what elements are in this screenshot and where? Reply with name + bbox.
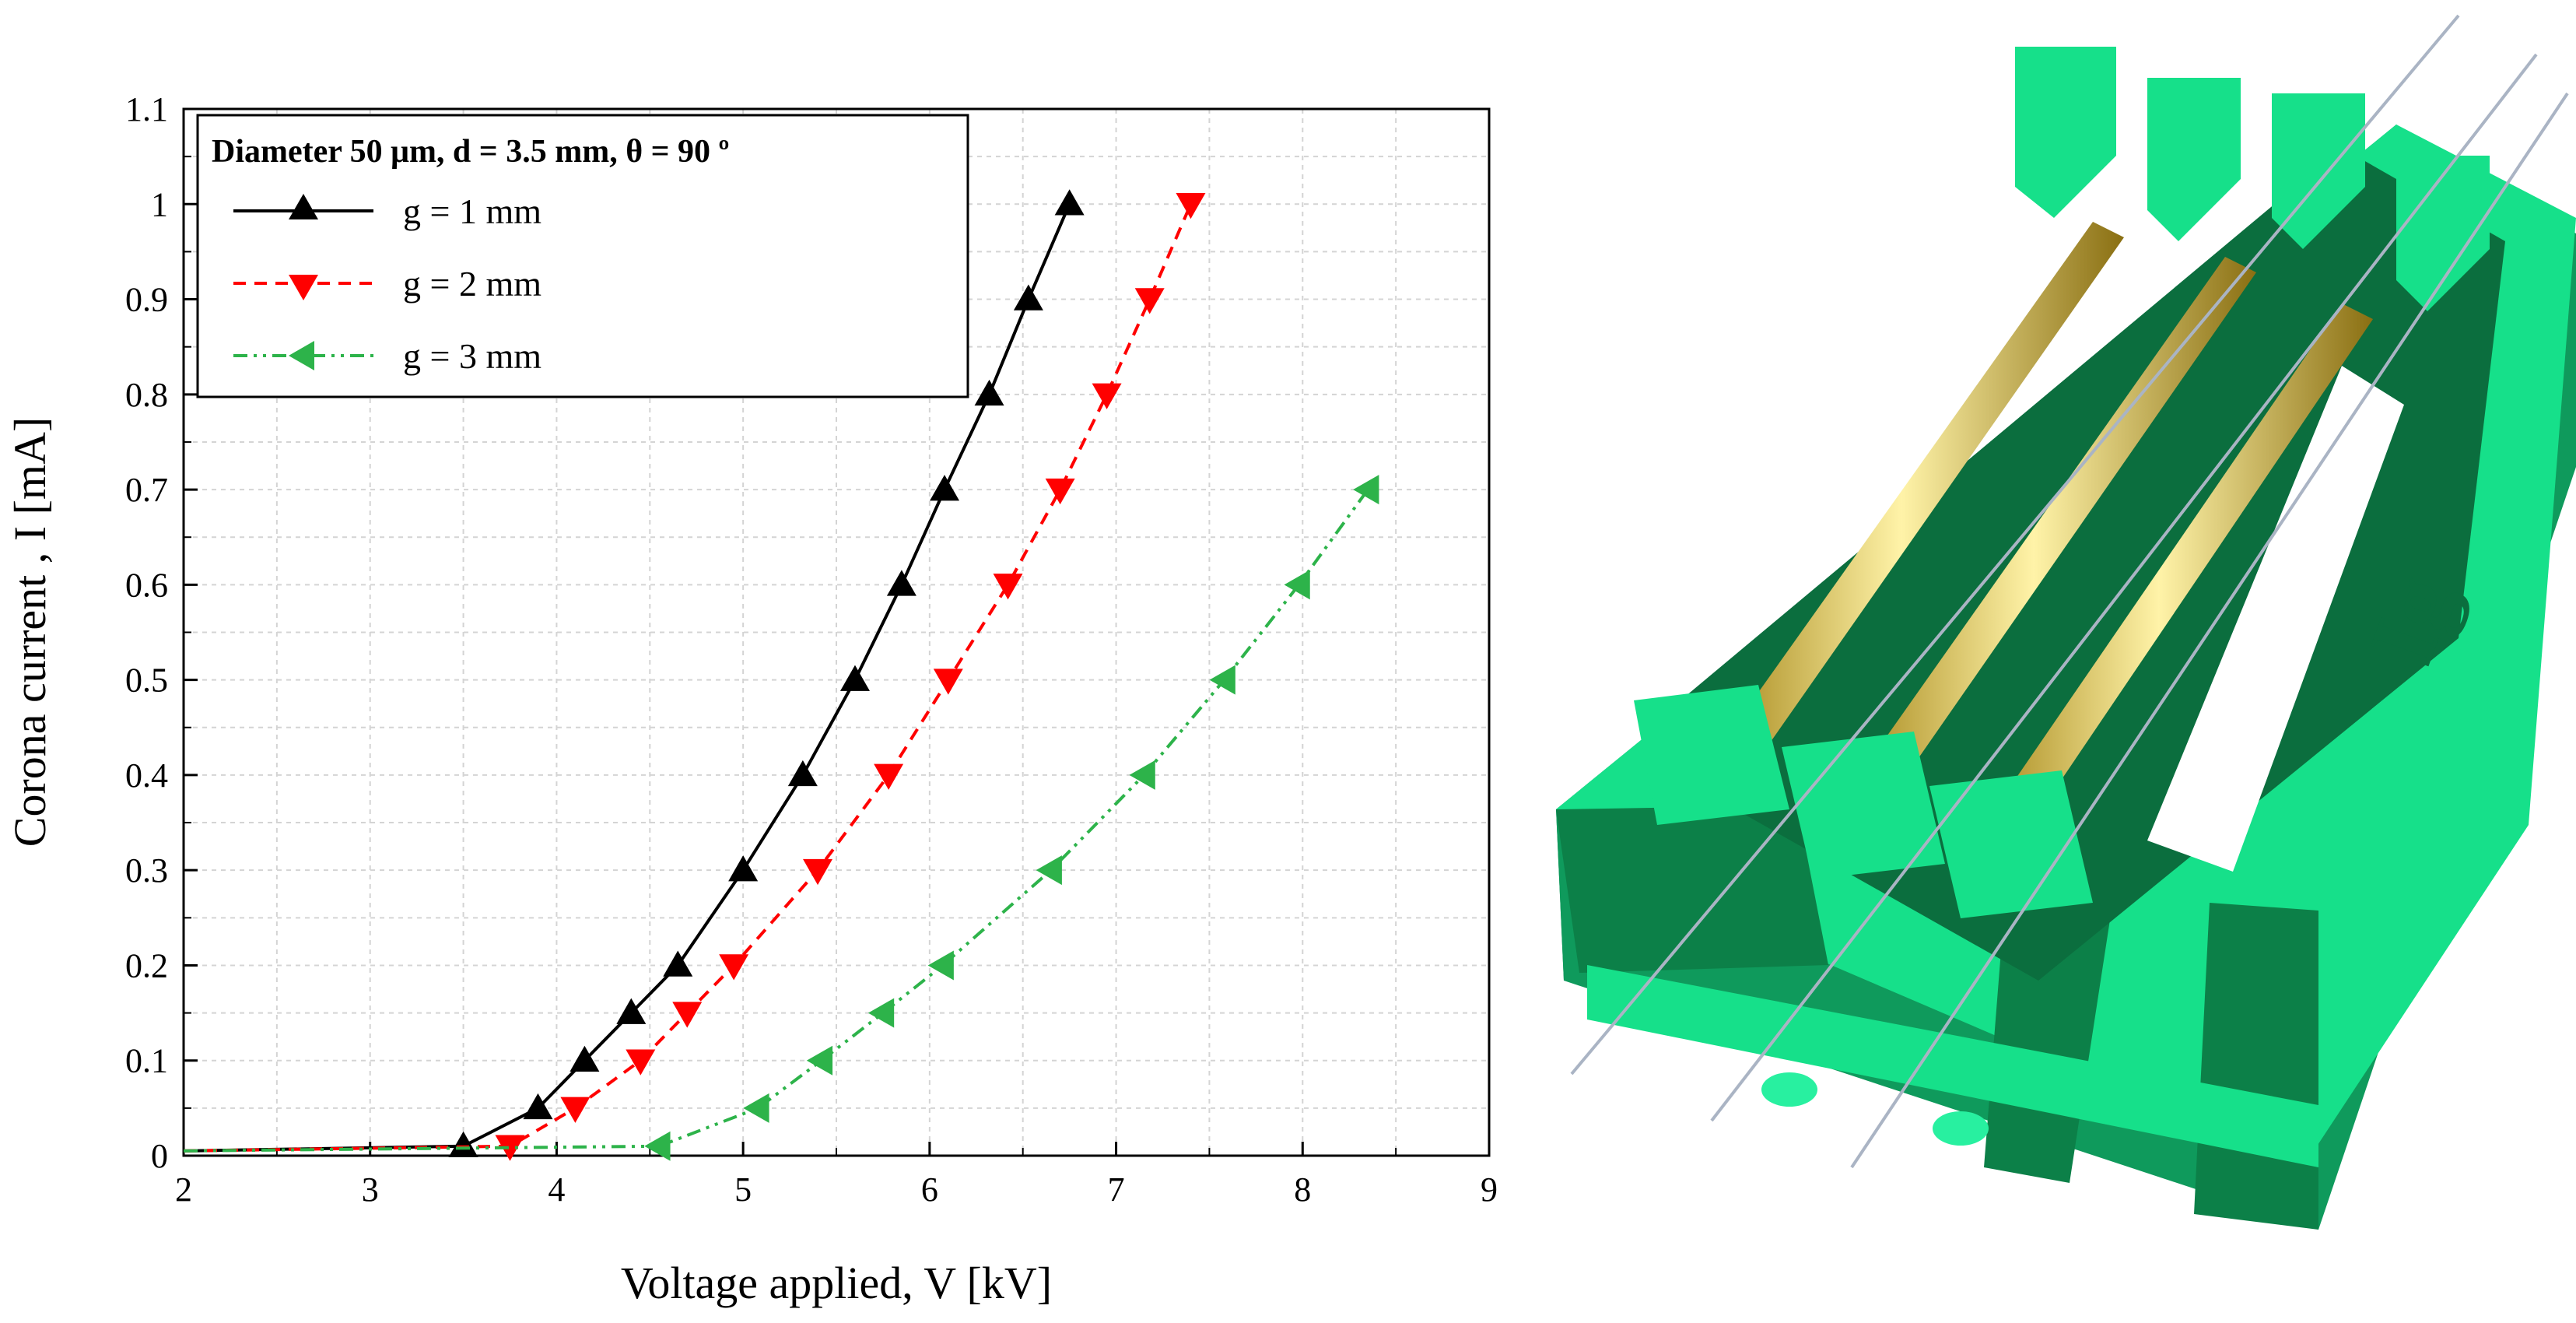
- housing-tooth-bottom-1: [1634, 685, 1789, 825]
- series-group: [183, 189, 1379, 1161]
- series-2-marker: [1176, 193, 1206, 219]
- series-2-marker: [495, 1135, 525, 1161]
- series-2-marker: [626, 1049, 656, 1076]
- y-tick-label: 0.3: [125, 851, 168, 890]
- series-1-marker: [787, 760, 818, 787]
- series-2-marker: [933, 669, 963, 695]
- series-1-marker: [886, 570, 916, 596]
- x-tick-label: 5: [734, 1170, 752, 1209]
- x-tick-label: 6: [921, 1170, 938, 1209]
- housing-tooth-top-2: [2147, 78, 2241, 241]
- x-tick-label: 4: [548, 1170, 565, 1209]
- series-line-2: [183, 203, 1193, 1153]
- y-axis-label: Corona current , I [mA]: [5, 417, 55, 847]
- y-tick-label: 0.8: [125, 376, 168, 414]
- x-tick-label: 9: [1481, 1170, 1498, 1209]
- y-tick-label: 0.1: [125, 1042, 168, 1080]
- x-tick-label: 3: [362, 1170, 379, 1209]
- series-2-marker: [560, 1097, 591, 1123]
- series-1-marker: [728, 855, 759, 882]
- corona-current-chart: 2 3 4 5 6 7 8 9 0 0.1 0.2 0.3 0.4 0.5 0.6 0.7 0.8 0.9 1 1.1…: [5, 90, 1498, 1308]
- series-1-marker: [1054, 189, 1085, 216]
- device-illustration: Ig: [1525, 0, 2576, 1319]
- series-3-marker: [1284, 570, 1310, 600]
- series-2-marker: [803, 858, 833, 886]
- electrode-rod-3: [1984, 304, 2373, 848]
- housing-lower-band: [1587, 965, 2318, 1167]
- series-2-marker: [874, 763, 904, 790]
- series-2-marker: [719, 954, 749, 981]
- legend-marker-g3: [289, 341, 314, 370]
- housing-window: [2147, 366, 2404, 872]
- housing-tooth-bottom-3: [1929, 770, 2093, 918]
- x-tick-label: 8: [1294, 1170, 1311, 1209]
- wire-2: [1710, 53, 2538, 1122]
- series-3-marker: [1129, 760, 1155, 790]
- housing-tooth-top-1: [2015, 47, 2116, 218]
- y-tick-label: 1.1: [125, 90, 168, 128]
- y-tick-label: 0.4: [125, 756, 168, 795]
- series-3-marker: [927, 950, 954, 981]
- legend-box: [196, 114, 969, 398]
- legend-label-g1: g = 1 mm: [403, 191, 541, 231]
- series-1-marker: [663, 950, 693, 977]
- series-3-marker: [644, 1131, 671, 1161]
- series-1: [183, 189, 1085, 1158]
- series-1-marker: [616, 998, 647, 1024]
- y-tick-label: 0.7: [125, 471, 168, 509]
- series-3-marker: [743, 1093, 769, 1123]
- mounting-hole-1: [1761, 1072, 1817, 1107]
- x-tick-label: 7: [1108, 1170, 1125, 1209]
- legend-label-g2: g = 2 mm: [403, 264, 541, 304]
- x-tick-label: 2: [175, 1170, 192, 1209]
- x-axis-label: Voltage applied, V [kV]: [621, 1258, 1052, 1308]
- y-tick-label: 0.2: [125, 946, 168, 984]
- series-line-3: [183, 488, 1369, 1153]
- y-tick-label: 1: [151, 185, 168, 223]
- series-3-marker: [1209, 665, 1235, 695]
- series-1-marker: [523, 1093, 553, 1120]
- wire-3: [1850, 92, 2569, 1169]
- axis-ticks: 2 3 4 5 6 7 8 9 0 0.1 0.2 0.3 0.4 0.5 0.6 0.7 0.8 0.9 1 1.1: [125, 90, 1498, 1209]
- legend-label-g3: g = 3 mm: [403, 336, 541, 376]
- series-3-marker: [867, 998, 895, 1028]
- series-1-marker: [448, 1131, 478, 1158]
- legend-title: Diameter 50 μm, d = 3.5 mm, θ = 90 º: [212, 134, 729, 170]
- y-tick-label: 0: [151, 1137, 168, 1175]
- series-2-marker: [1092, 383, 1122, 409]
- legend-marker-g2: [289, 275, 318, 300]
- series-1-marker: [930, 475, 960, 501]
- series-3-marker: [1036, 855, 1062, 886]
- chart-panel: 2 3 4 5 6 7 8 9 0 0.1 0.2 0.3 0.4 0.5 0.6 0.7 0.8 0.9 1 1.1…: [5, 90, 1498, 1308]
- housing-ridge-3: [2194, 903, 2318, 1230]
- series-1-marker: [570, 1045, 600, 1072]
- y-tick-label: 0.6: [125, 566, 168, 604]
- series-1-marker: [974, 379, 1004, 406]
- electrode-rod-2: [1852, 257, 2256, 809]
- y-tick-label: 0.5: [125, 662, 168, 700]
- y-tick-label: 0.9: [125, 281, 168, 319]
- housing-tooth-top-4: [2396, 156, 2490, 311]
- series-2-marker: [1045, 478, 1075, 505]
- electrode-rod-1: [1719, 222, 2124, 770]
- series-3-marker: [1353, 475, 1379, 505]
- series-line-1: [183, 203, 1071, 1153]
- legend: Diameter 50 μm, d = 3.5 mm, θ = 90 º g =…: [196, 114, 969, 398]
- series-3: [183, 475, 1379, 1161]
- series-2-marker: [993, 574, 1023, 600]
- series-3-marker: [806, 1045, 833, 1076]
- series-2-marker: [672, 1002, 703, 1028]
- legend-marker-g1: [289, 194, 318, 219]
- series-2: [183, 193, 1206, 1161]
- mounting-hole-2: [1933, 1111, 1989, 1146]
- housing-tooth-bottom-2: [1782, 732, 1945, 879]
- series-1-marker: [1013, 284, 1043, 311]
- wire-1: [1570, 14, 2460, 1076]
- series-2-marker: [1134, 288, 1165, 314]
- series-1-marker: [839, 665, 870, 691]
